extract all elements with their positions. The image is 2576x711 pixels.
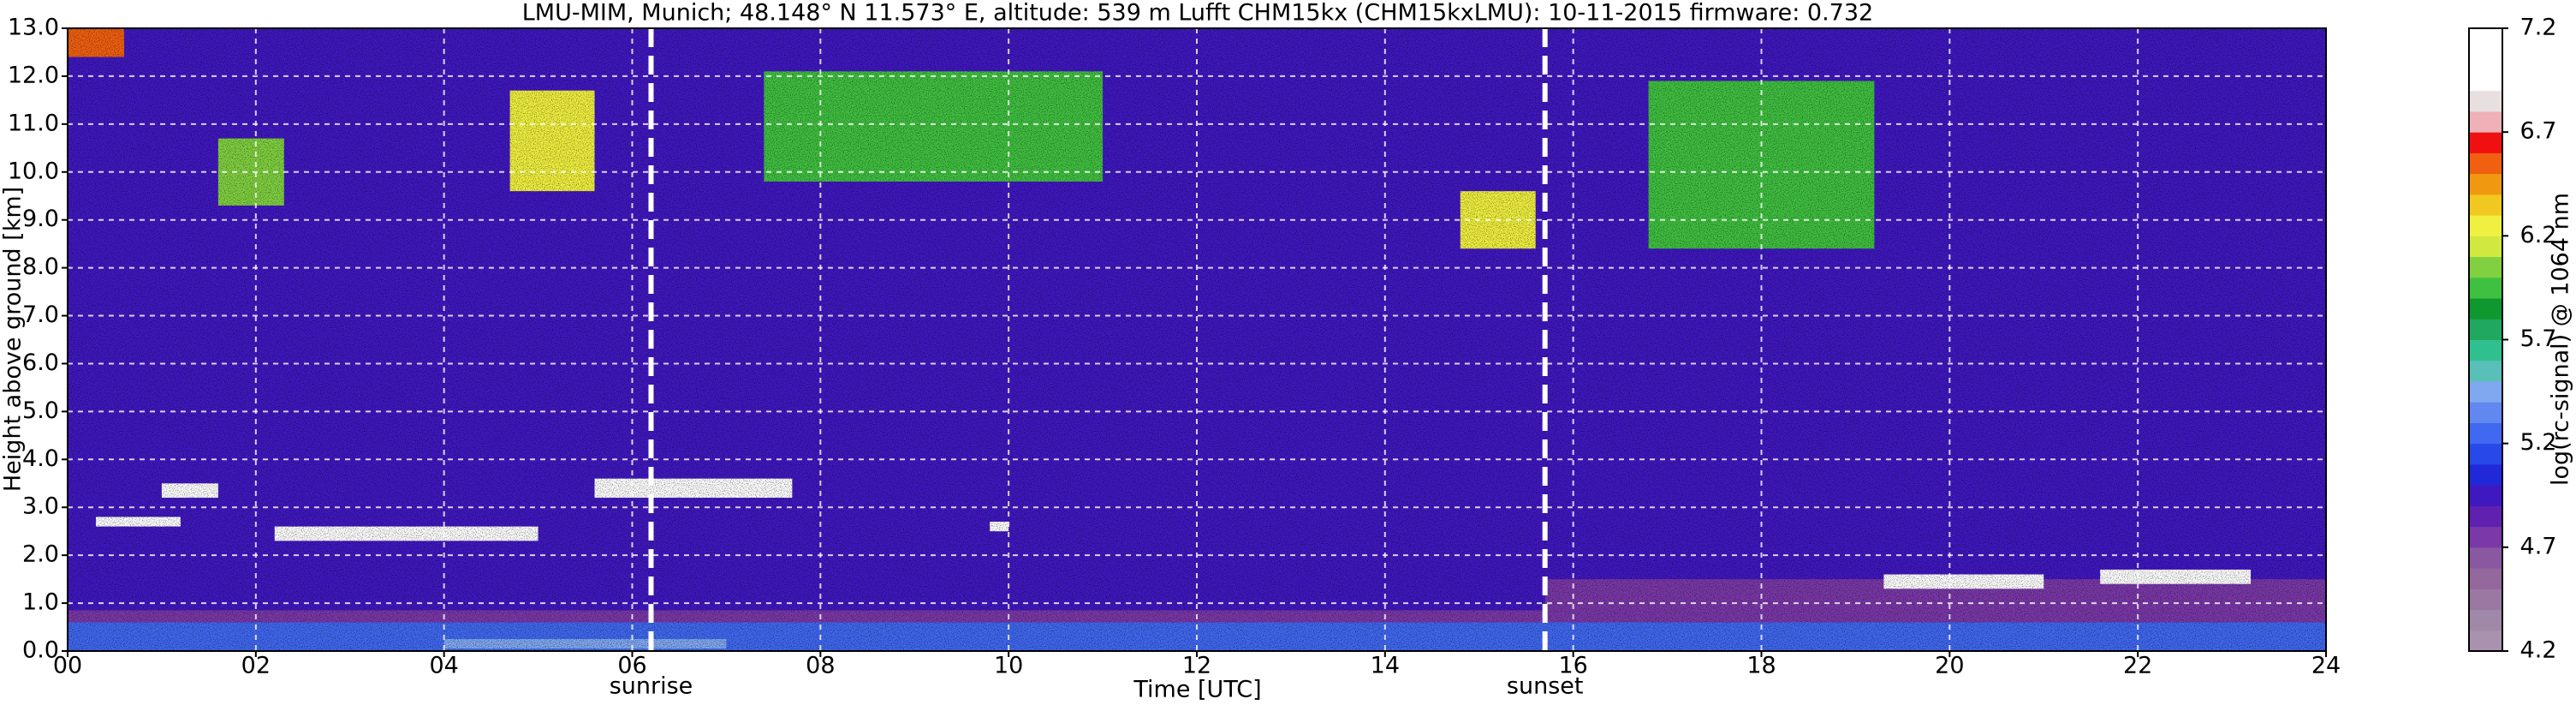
colorbar-swatch: [2469, 339, 2502, 361]
colorbar-swatch: [2469, 69, 2502, 92]
y-tick-label: 1.0: [22, 589, 59, 616]
y-tick-label: 8.0: [22, 254, 59, 280]
colorbar-swatch: [2469, 215, 2502, 236]
colorbar-swatch: [2469, 463, 2502, 486]
colorbar-swatch: [2469, 236, 2502, 258]
x-tick-label: 02: [241, 653, 271, 679]
colorbar-swatch: [2469, 298, 2502, 320]
colorbar-swatch: [2469, 547, 2502, 569]
y-axis-label: Height above ground [km]: [0, 187, 27, 492]
y-tick-label: 4.0: [22, 445, 59, 472]
annotation-label: sunset: [1507, 673, 1584, 700]
colorbar-tick-label: 4.2: [2520, 637, 2557, 664]
y-tick-label: 5.0: [22, 397, 59, 424]
y-tick-label: 6.0: [22, 350, 59, 376]
colorbar-swatch: [2469, 90, 2502, 112]
y-tick-label: 7.0: [22, 302, 59, 328]
colorbar-swatch: [2469, 132, 2502, 153]
x-axis-label: Time [UTC]: [1133, 677, 1261, 703]
colorbar-swatch: [2469, 49, 2502, 70]
axes: 0.0 1.0 2.0 3.0 4.0 5.0 6.0 7.0 8.0 9.0 10.0 11.0 12…: [8, 15, 2557, 700]
x-tick-label: 00: [53, 653, 82, 679]
x-tick-label: 22: [2123, 653, 2152, 679]
colorbar-swatch: [2469, 256, 2502, 278]
y-tick-label: 2.0: [22, 541, 59, 568]
chart-title: LMU-MIM, Munich; 48.148° N 11.573° E, al…: [522, 0, 1873, 27]
y-tick-label: 0.0: [22, 637, 59, 664]
x-tick-label: 24: [2311, 653, 2341, 679]
colorbar-swatch: [2469, 609, 2502, 631]
colorbar-swatch: [2469, 443, 2502, 465]
colorbar-swatch: [2469, 194, 2502, 216]
colorbar-swatch: [2469, 422, 2502, 445]
colorbar-swatch: [2469, 589, 2502, 611]
y-tick-label: 9.0: [22, 206, 59, 232]
colorbar-swatch: [2469, 111, 2502, 133]
x-tick-label: 18: [1746, 653, 1776, 679]
y-tick-label: 11.0: [8, 110, 59, 136]
x-tick-label: 06: [617, 653, 646, 679]
x-tick-label: 16: [1558, 653, 1587, 679]
x-tick-label: 10: [994, 653, 1023, 679]
colorbar-swatch: [2469, 402, 2502, 423]
colorbar-swatch: [2469, 152, 2502, 175]
colorbar-swatch: [2469, 568, 2502, 589]
y-tick-label: 12.0: [8, 62, 59, 88]
plot-frame: [67, 27, 2327, 652]
colorbar-tick-label: 6.7: [2520, 118, 2557, 145]
colorbar-swatch: [2469, 319, 2502, 340]
colorbar-swatch: [2469, 173, 2502, 195]
colorbar-swatch: [2469, 360, 2502, 382]
colorbar-swatch: [2469, 505, 2502, 528]
colorbar-swatch: [2469, 277, 2502, 299]
colorbar-swatch: [2469, 630, 2502, 652]
colorbar-swatch: [2469, 526, 2502, 548]
y-tick-label: 3.0: [22, 493, 59, 520]
colorbar-tick-label: 6.2: [2520, 222, 2557, 248]
plot-area: [68, 28, 2326, 651]
x-tick-label: 12: [1182, 653, 1211, 679]
annotation-label: sunrise: [610, 673, 693, 700]
colorbar-label: log(rc-signal) @ 1064 nm: [2548, 193, 2574, 486]
x-tick-label: 04: [429, 653, 458, 679]
colorbar-swatch: [2469, 380, 2502, 403]
colorbar-tick-label: 7.2: [2520, 15, 2557, 41]
y-tick-label: 10.0: [8, 158, 59, 184]
colorbar-tick-label: 5.2: [2520, 429, 2557, 456]
colorbar-tick-label: 4.7: [2520, 533, 2557, 559]
y-tick-label: 13.0: [8, 15, 59, 41]
x-tick-label: 14: [1371, 653, 1400, 679]
x-tick-label: 20: [1935, 653, 1964, 679]
x-tick-label: 08: [806, 653, 835, 679]
colorbar-tick-label: 5.7: [2520, 326, 2557, 352]
colorbar-swatch: [2469, 28, 2502, 50]
colorbar-swatch: [2469, 485, 2502, 506]
